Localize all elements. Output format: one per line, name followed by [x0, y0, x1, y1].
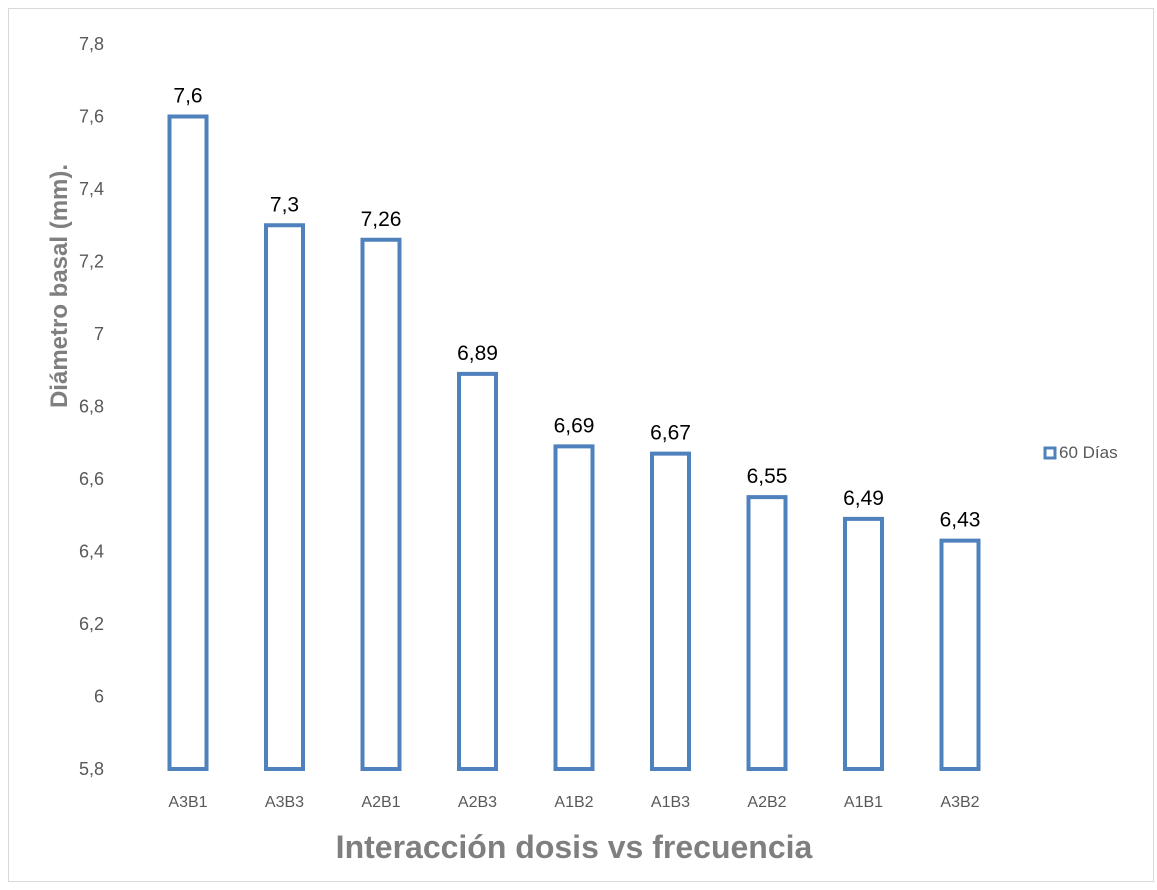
y-tick-label: 6 — [94, 687, 104, 707]
data-label: 6,43 — [940, 509, 981, 532]
y-tick-label: 7,6 — [79, 107, 104, 127]
y-tick-label: 5,8 — [79, 759, 104, 779]
y-tick-label: 6,4 — [79, 542, 104, 562]
x-tick-label: A3B1 — [168, 794, 207, 811]
x-tick-label: A2B3 — [458, 794, 497, 811]
data-label: 6,89 — [457, 342, 498, 365]
bar-A1B3 — [650, 451, 691, 771]
data-label: 7,26 — [361, 208, 402, 231]
legend: 60 Días — [1043, 443, 1118, 462]
y-tick-label: 6,8 — [79, 397, 104, 417]
x-tick-label: A2B1 — [361, 794, 400, 811]
data-label: 7,6 — [173, 85, 202, 108]
data-label: 6,55 — [747, 465, 788, 488]
x-tick-label: A3B2 — [940, 794, 979, 811]
bar-A3B1 — [167, 114, 209, 771]
x-tick-label: A2B2 — [747, 794, 786, 811]
bar-A2B3 — [457, 371, 498, 771]
data-label: 6,49 — [843, 487, 884, 510]
y-tick-label: 6,6 — [79, 469, 104, 489]
bars: 7,6 7,3 7,26 6,89 6,69 6,67 6,55 6,49 6,43 — [167, 85, 981, 771]
x-tick-label: A1B1 — [844, 794, 883, 811]
y-tick-label: 7,2 — [79, 252, 104, 272]
data-label: 6,67 — [650, 422, 691, 445]
x-tick-label: A1B3 — [651, 794, 690, 811]
y-tick-label: 7 — [94, 324, 104, 344]
bar-A2B2 — [746, 495, 788, 771]
x-axis: A3B1 A3B3 A2B1 A2B3 A1B2 A1B3 A2B2 A1B1 A3B2 — [168, 794, 979, 811]
bar-A1B2 — [553, 444, 595, 771]
bar-A1B1 — [843, 516, 884, 771]
y-tick-label: 6,2 — [79, 614, 104, 634]
y-tick-label: 7,8 — [79, 34, 104, 54]
legend-swatch — [1043, 446, 1057, 460]
legend-label: 60 Días — [1059, 443, 1118, 462]
x-axis-title: Interacción dosis vs frecuencia — [336, 829, 813, 865]
data-label: 7,3 — [270, 193, 299, 216]
y-axis-title: Diámetro basal (mm). — [46, 164, 73, 408]
y-tick-label: 7,4 — [79, 179, 104, 199]
x-tick-label: A1B2 — [554, 794, 593, 811]
bar-A3B3 — [264, 223, 305, 771]
y-axis: 5,8 6 6,2 6,4 6,6 6,8 7 7,2 7,4 7,6 7,8 — [79, 34, 104, 779]
bar-A3B2 — [939, 538, 981, 771]
x-tick-label: A3B3 — [265, 794, 304, 811]
data-label: 6,69 — [554, 414, 595, 437]
bar-A2B1 — [360, 237, 402, 771]
